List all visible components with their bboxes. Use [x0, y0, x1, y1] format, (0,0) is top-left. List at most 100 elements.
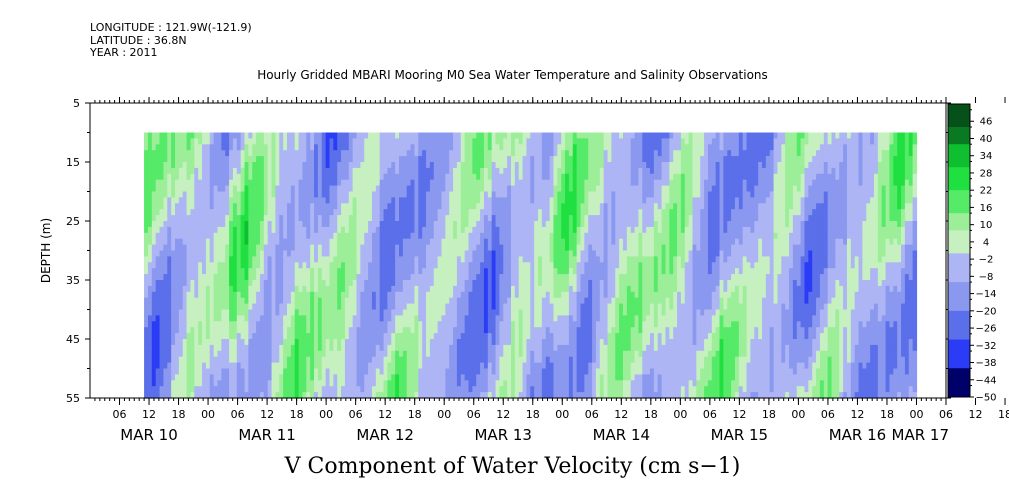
heatmap-cell [252, 162, 257, 169]
heatmap-cell [499, 226, 504, 234]
heatmap-cell [441, 380, 446, 387]
heatmap-cell [526, 268, 531, 275]
heatmap-cell [244, 321, 249, 328]
heatmap-cell [483, 144, 489, 151]
heatmap-cell [503, 150, 508, 157]
heatmap-cell [483, 203, 489, 210]
heatmap-cell [364, 156, 369, 163]
heatmap-cell [379, 191, 385, 198]
heatmap-cell [229, 315, 234, 322]
heatmap-cell [433, 221, 439, 228]
heatmap-cell [487, 392, 493, 399]
heatmap-cell [352, 185, 358, 193]
heatmap-cell [171, 232, 176, 240]
heatmap-cell [545, 356, 551, 364]
heatmap-cell [348, 362, 354, 370]
heatmap-cell [561, 250, 566, 257]
heatmap-cell [198, 327, 203, 334]
heatmap-cell [530, 144, 535, 151]
heatmap-cell [449, 291, 454, 299]
heatmap-cell [561, 274, 566, 281]
heatmap-cell [194, 280, 199, 287]
heatmap-cell [341, 244, 346, 252]
heatmap-cell [383, 280, 389, 287]
heatmap-cell [530, 327, 535, 334]
heatmap-cell [391, 144, 396, 151]
heatmap-cell [182, 356, 188, 364]
heatmap-cell [205, 321, 211, 328]
heatmap-cell [429, 238, 435, 246]
heatmap-cell [364, 226, 369, 234]
heatmap-cell [229, 368, 234, 375]
heatmap-cell [356, 315, 361, 322]
heatmap-cell [344, 191, 350, 198]
heatmap-cell [221, 215, 226, 222]
heatmap-cell [256, 374, 261, 381]
heatmap-cell [480, 203, 485, 210]
heatmap-cell [402, 138, 408, 145]
heatmap-cell [259, 162, 265, 169]
heatmap-cell [144, 368, 149, 375]
heatmap-cell [314, 144, 319, 151]
heatmap-cell [433, 185, 439, 193]
heatmap-cell [538, 179, 543, 187]
heatmap-cell [510, 315, 516, 322]
heatmap-cell [163, 179, 168, 187]
heatmap-cell [383, 315, 389, 322]
heatmap-cell [429, 173, 435, 181]
heatmap-cell [279, 132, 284, 139]
heatmap-cell [306, 362, 311, 370]
heatmap-cell [557, 392, 562, 399]
heatmap-cell [317, 274, 323, 281]
heatmap-cell [314, 138, 319, 145]
heatmap-cell [364, 309, 369, 316]
heatmap-cell [333, 179, 338, 187]
heatmap-cell [337, 262, 342, 269]
heatmap-cell [371, 173, 377, 181]
heatmap-cell [441, 333, 446, 340]
heatmap-cell [306, 209, 311, 216]
heatmap-cell [175, 179, 180, 187]
heatmap-cell [267, 132, 273, 139]
heatmap-cell [375, 380, 381, 387]
heatmap-cell [433, 268, 439, 275]
heatmap-cell [549, 209, 555, 216]
heatmap-cell [356, 226, 361, 234]
heatmap-cell [147, 368, 153, 375]
heatmap-cell [549, 144, 555, 151]
heatmap-cell [565, 162, 570, 169]
heatmap-cell [371, 285, 377, 293]
heatmap-cell [565, 167, 570, 175]
heatmap-cell [468, 339, 473, 346]
heatmap-cell [561, 392, 566, 399]
heatmap-cell [476, 333, 481, 340]
heatmap-cell [244, 356, 249, 364]
heatmap-cell [178, 256, 184, 263]
heatmap-cell [518, 315, 524, 322]
heatmap-cell [526, 203, 531, 210]
heatmap-cell [279, 321, 284, 328]
heatmap-cell [256, 327, 261, 334]
heatmap-cell [232, 256, 238, 263]
heatmap-cell [441, 150, 446, 157]
heatmap-cell [445, 221, 450, 228]
heatmap-cell [526, 362, 531, 370]
heatmap-cell [352, 362, 358, 370]
heatmap-cell [387, 280, 392, 287]
heatmap-cell [194, 315, 199, 322]
heatmap-cell [364, 221, 369, 228]
heatmap-cell [178, 144, 184, 151]
heatmap-cell [163, 203, 168, 210]
heatmap-cell [526, 350, 531, 358]
heatmap-cell [379, 280, 385, 287]
heatmap-cell [159, 256, 165, 263]
heatmap-cell [232, 144, 238, 151]
heatmap-cell [356, 221, 361, 228]
heatmap-cell [371, 321, 377, 328]
heatmap-cell [213, 226, 219, 234]
heatmap-cell [468, 392, 473, 399]
heatmap-cell [518, 303, 524, 311]
heatmap-cell [426, 179, 431, 187]
heatmap-cell [449, 209, 454, 216]
heatmap-cell [341, 226, 346, 234]
